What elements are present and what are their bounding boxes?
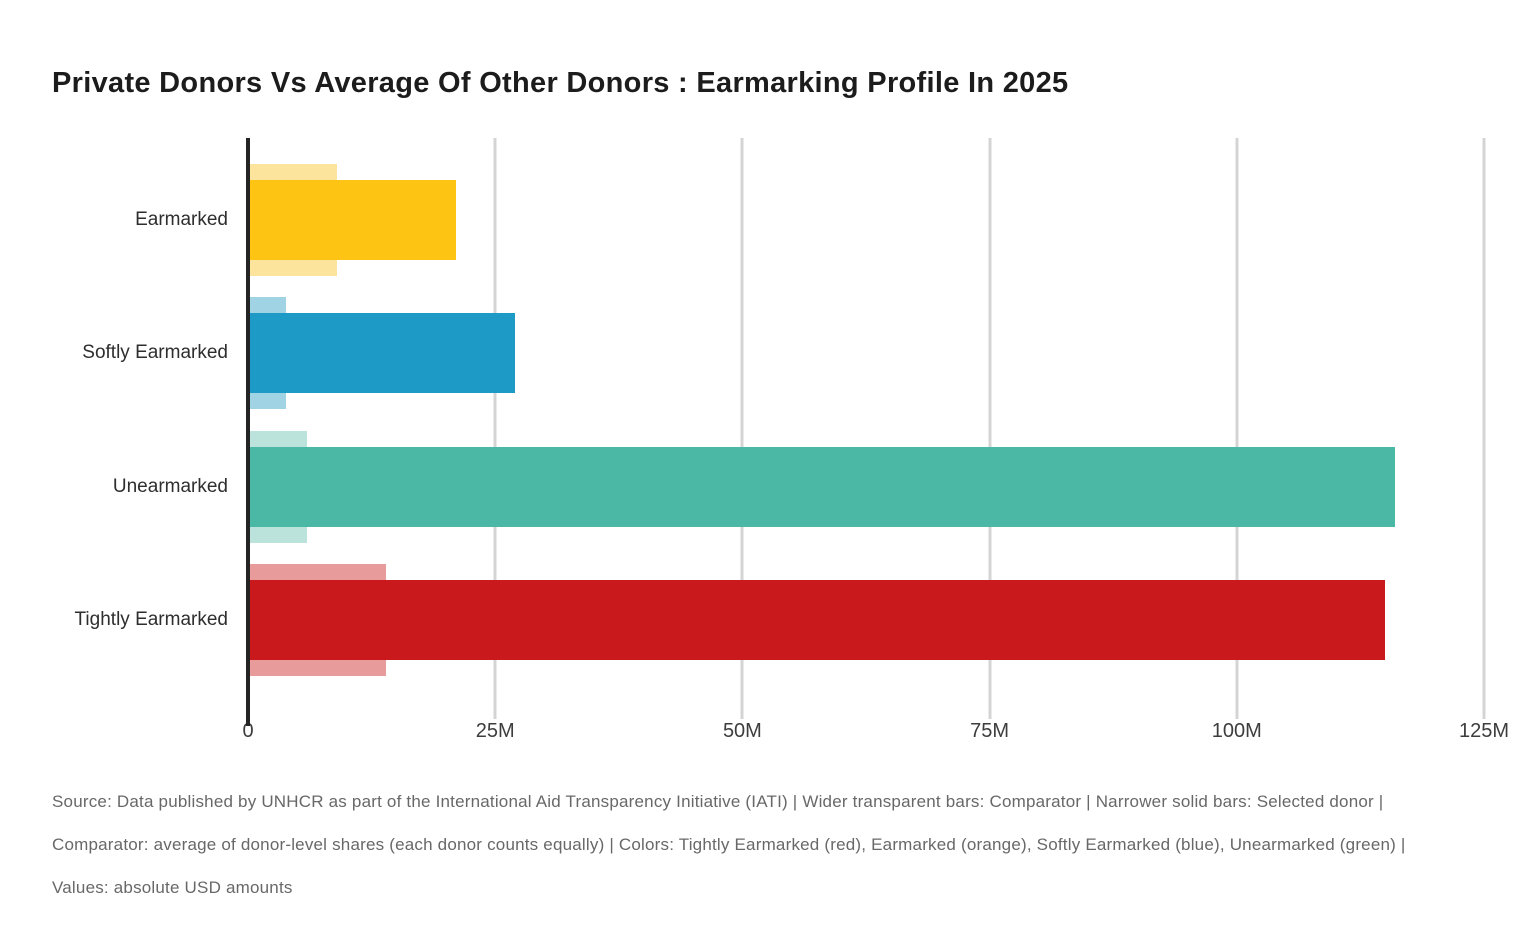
- bar-selected-donor: [248, 446, 1395, 527]
- bar-selected-donor: [248, 579, 1386, 660]
- y-axis-category-labels: Earmarked Softly Earmarked Unearmarked Tigh…: [0, 138, 228, 710]
- plot-area: [246, 138, 1486, 726]
- gridline: [493, 138, 497, 719]
- category-label: Tightly Earmarked: [74, 608, 228, 630]
- gridline: [988, 138, 992, 719]
- x-axis-tick-labels: 0 25M 50M 75M 100M 125M: [242, 720, 1509, 748]
- footer-notes: Source: Data published by UNHCR as part …: [52, 792, 1492, 921]
- bar-selected-donor: [248, 313, 515, 394]
- x-tick-label: 50M: [722, 720, 762, 742]
- x-tick-label: 75M: [970, 720, 1010, 742]
- gridline: [740, 138, 744, 719]
- footer-values-line: Values: absolute USD amounts: [52, 878, 293, 897]
- category-label: Unearmarked: [112, 475, 228, 497]
- gridline: [1235, 138, 1239, 719]
- chart-title: Private Donors Vs Average Of Other Donor…: [52, 67, 1069, 100]
- gridline: [1482, 138, 1486, 719]
- x-tick-label: 25M: [475, 720, 515, 742]
- footer-source-line: Source: Data published by UNHCR as part …: [52, 792, 1384, 811]
- category-label: Earmarked: [135, 209, 228, 230]
- x-tick-label: 125M: [1458, 720, 1510, 742]
- y-axis-line: [246, 138, 250, 726]
- category-label: Softly Earmarked: [82, 342, 228, 364]
- x-tick-label: 100M: [1211, 720, 1262, 742]
- x-tick-label: 0: [242, 720, 254, 742]
- bar-selected-donor: [248, 180, 456, 260]
- footer-comparator-line: Comparator: average of donor-level share…: [52, 835, 1406, 854]
